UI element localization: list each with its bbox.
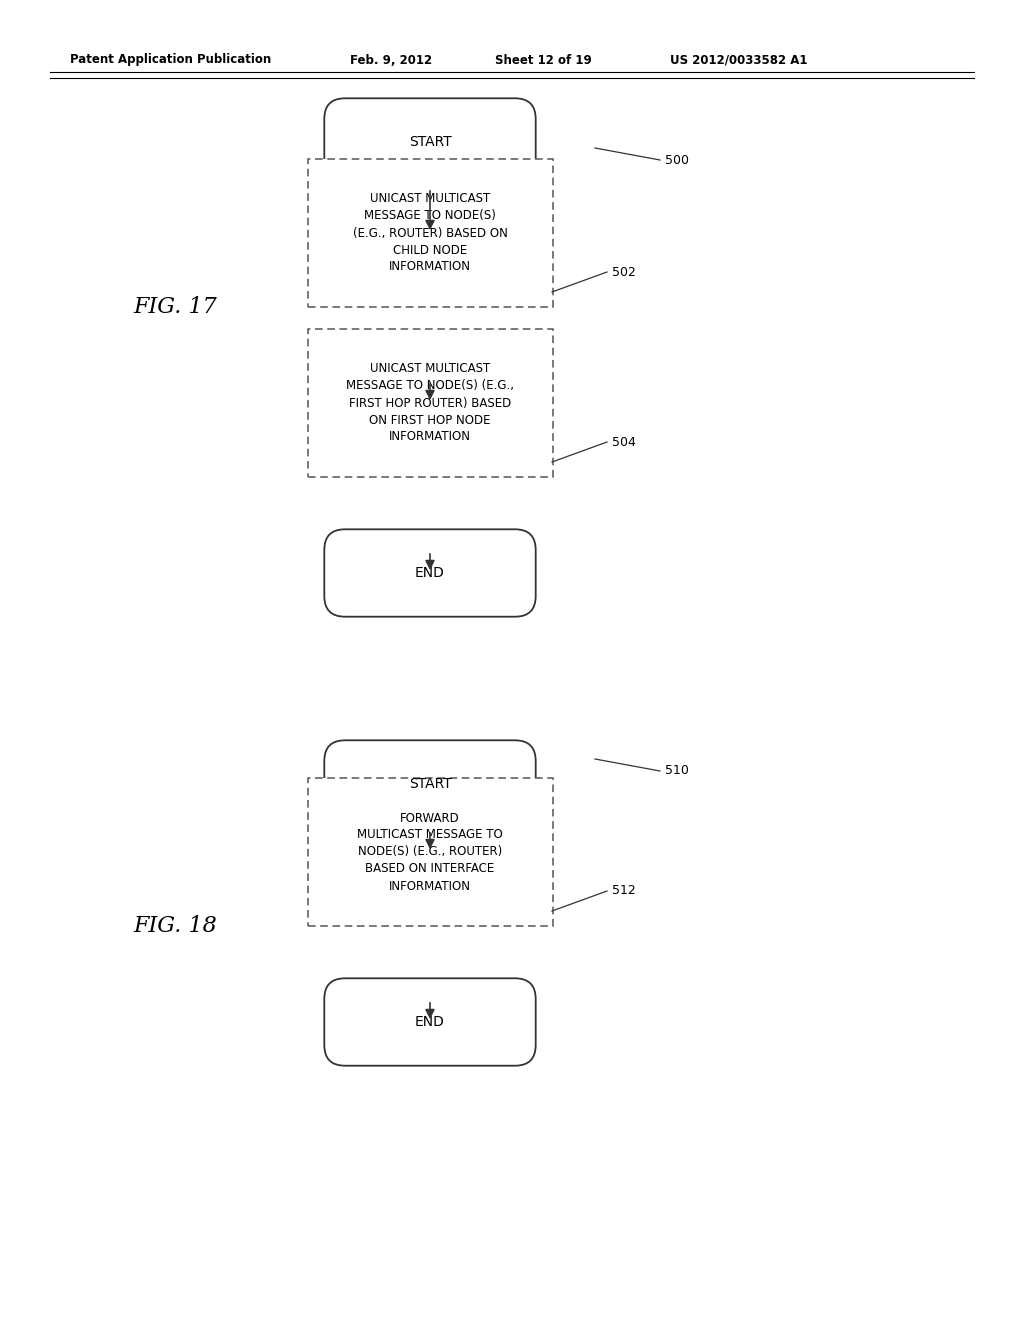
FancyBboxPatch shape: [325, 529, 536, 616]
Text: 512: 512: [612, 884, 636, 898]
Text: FIG. 17: FIG. 17: [133, 296, 217, 318]
Text: 504: 504: [612, 436, 636, 449]
Text: START: START: [409, 777, 452, 791]
Text: US 2012/0033582 A1: US 2012/0033582 A1: [670, 54, 808, 66]
FancyBboxPatch shape: [325, 741, 536, 828]
Text: Sheet 12 of 19: Sheet 12 of 19: [495, 54, 592, 66]
Text: Feb. 9, 2012: Feb. 9, 2012: [350, 54, 432, 66]
Text: START: START: [409, 135, 452, 149]
Text: END: END: [415, 566, 445, 579]
Text: Patent Application Publication: Patent Application Publication: [70, 54, 271, 66]
Text: 510: 510: [665, 764, 689, 777]
Text: 502: 502: [612, 265, 636, 279]
Text: UNICAST MULTICAST
MESSAGE TO NODE(S) (E.G.,
FIRST HOP ROUTER) BASED
ON FIRST HOP: UNICAST MULTICAST MESSAGE TO NODE(S) (E.…: [346, 363, 514, 444]
Text: 500: 500: [665, 153, 689, 166]
FancyBboxPatch shape: [307, 777, 553, 927]
Text: FORWARD
MULTICAST MESSAGE TO
NODE(S) (E.G., ROUTER)
BASED ON INTERFACE
INFORMATI: FORWARD MULTICAST MESSAGE TO NODE(S) (E.…: [357, 812, 503, 892]
Text: FIG. 18: FIG. 18: [133, 915, 217, 937]
FancyBboxPatch shape: [307, 158, 553, 308]
Text: END: END: [415, 1015, 445, 1030]
Text: UNICAST MULTICAST
MESSAGE TO NODE(S)
(E.G., ROUTER) BASED ON
CHILD NODE
INFORMAT: UNICAST MULTICAST MESSAGE TO NODE(S) (E.…: [352, 193, 508, 273]
FancyBboxPatch shape: [325, 978, 536, 1065]
FancyBboxPatch shape: [325, 98, 536, 186]
FancyBboxPatch shape: [307, 329, 553, 477]
